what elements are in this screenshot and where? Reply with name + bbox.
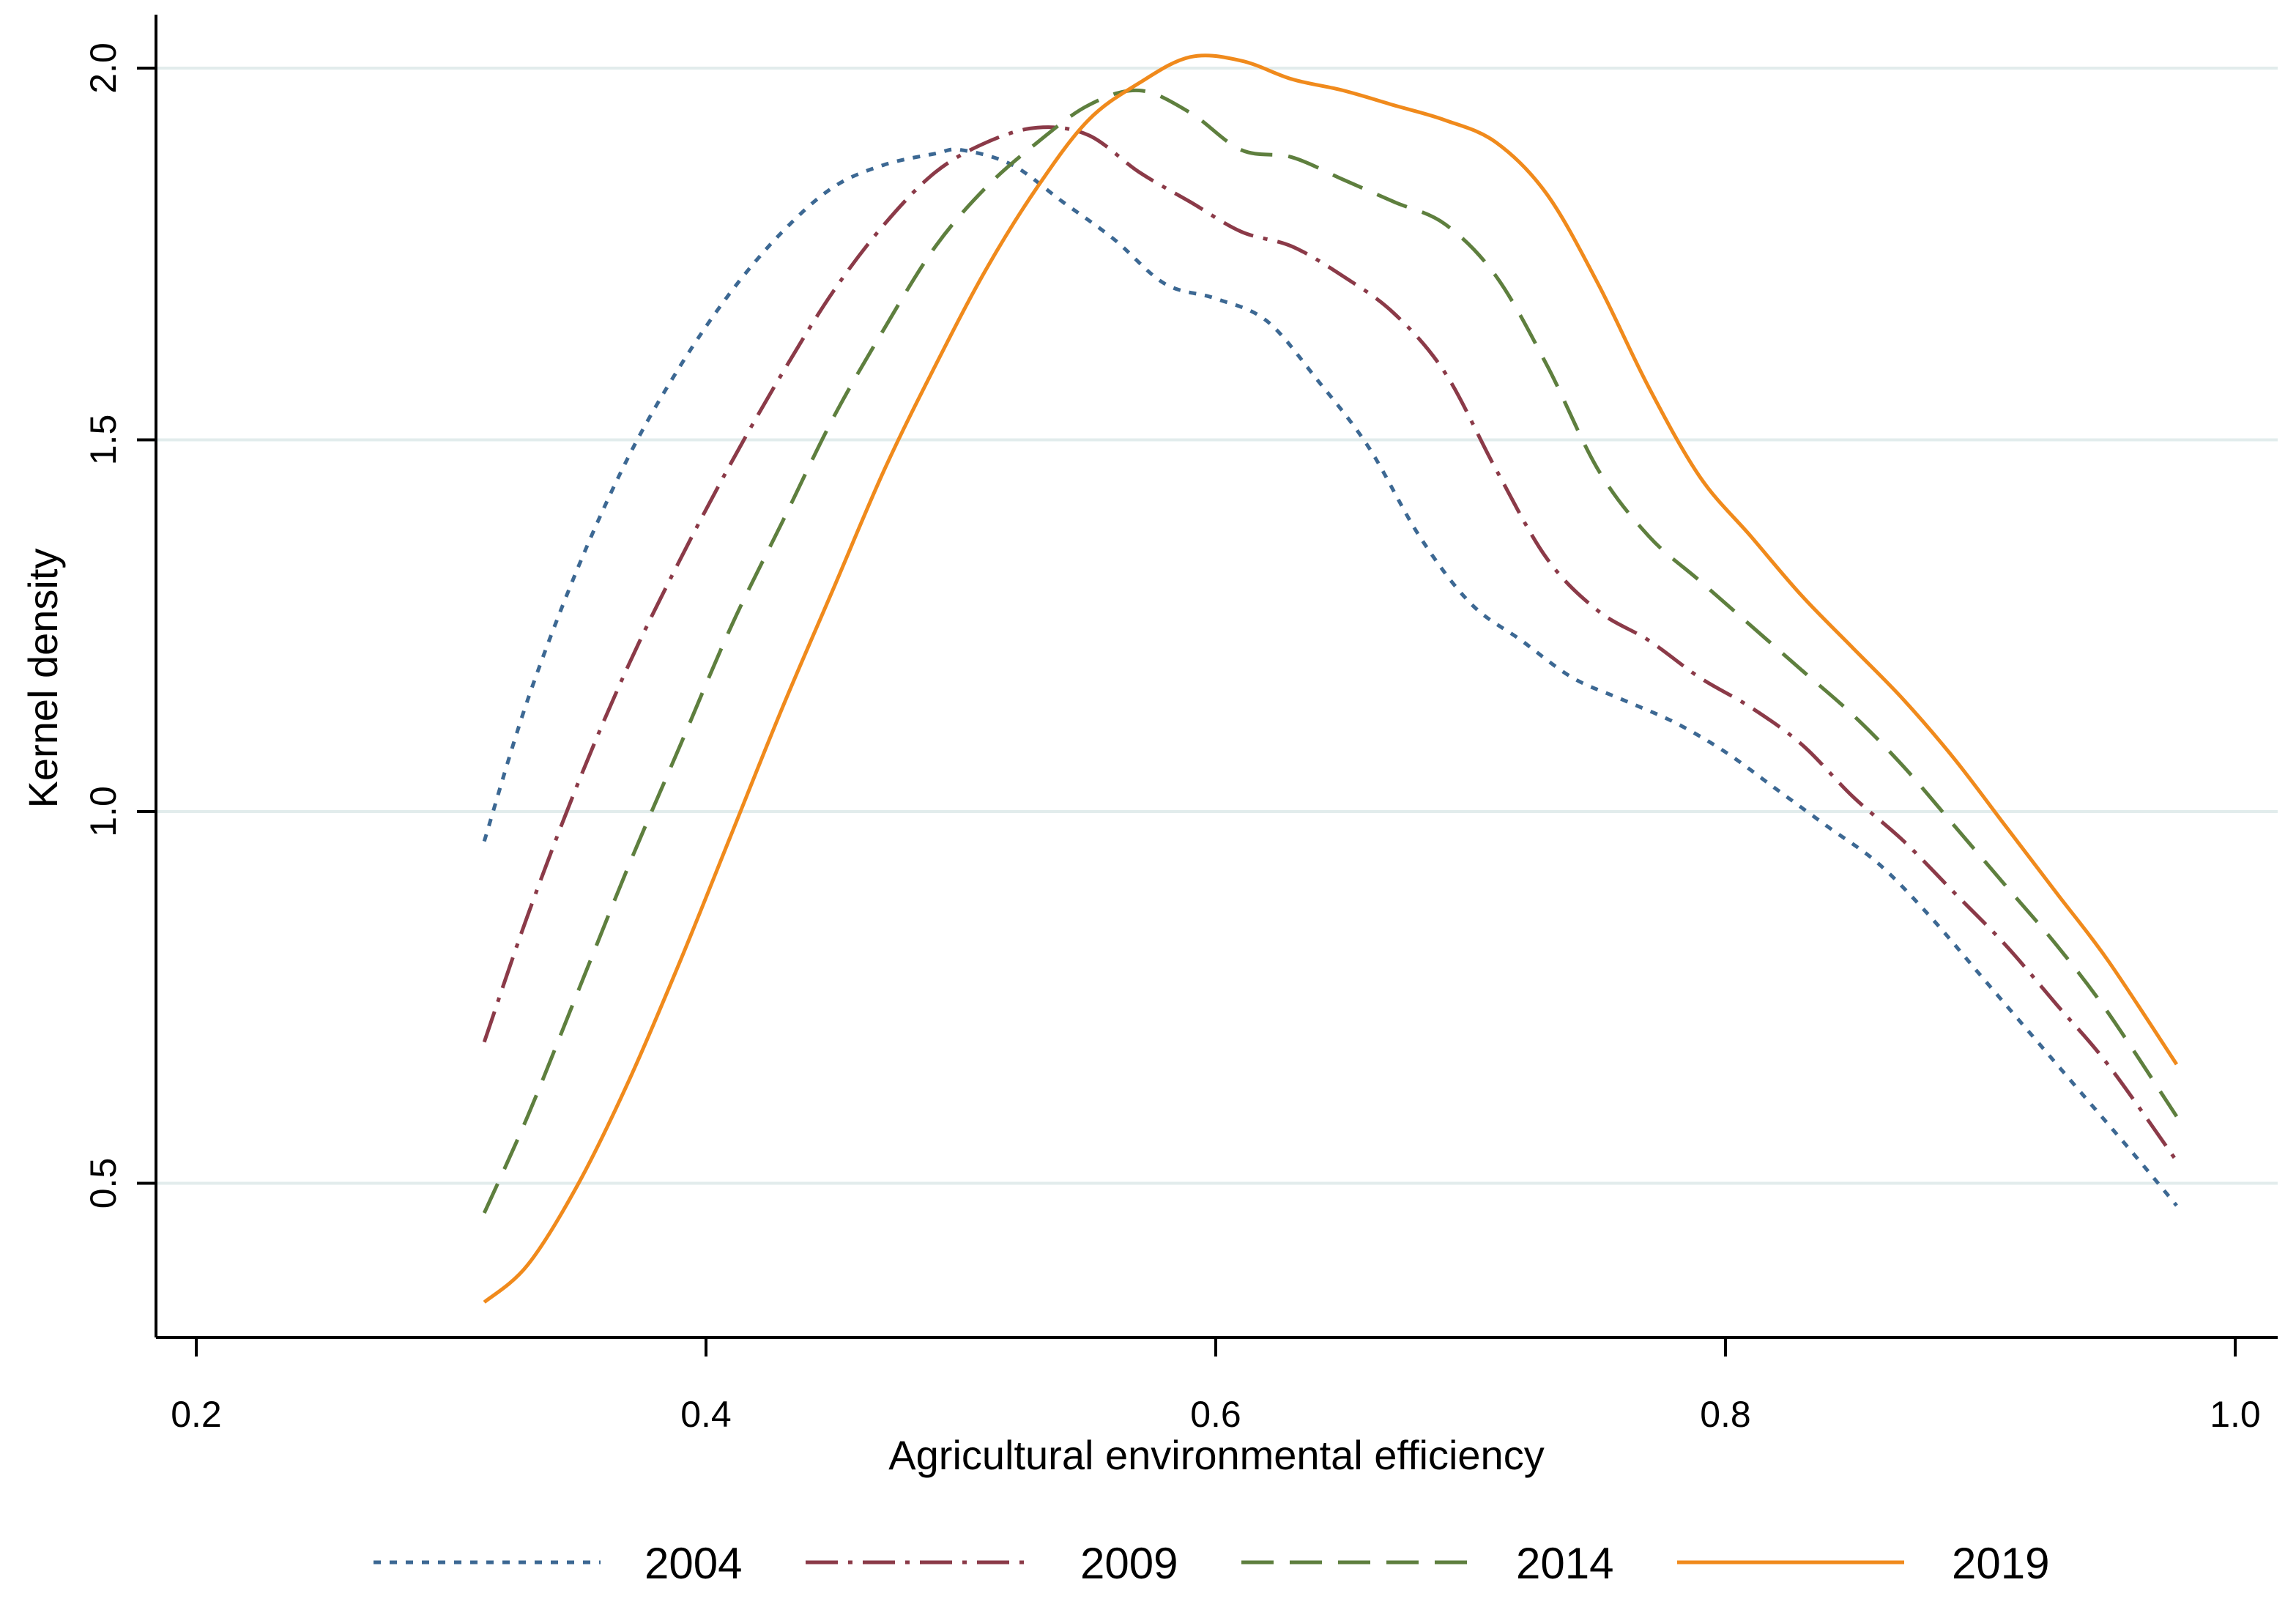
x-tick-label: 0.6 xyxy=(1190,1394,1241,1435)
grid-lines xyxy=(156,67,2278,1185)
axes xyxy=(155,15,2278,1339)
series-line-2019 xyxy=(483,53,2179,1304)
legend: 2004 2009 2014 2019 xyxy=(374,1539,2049,1588)
series-line-2004 xyxy=(482,147,2178,1207)
y-axis-title: Kernel density xyxy=(20,549,66,809)
legend-label-2004: 2004 xyxy=(644,1539,742,1588)
x-axis-title: Agricultural environmental efficiency xyxy=(888,1432,1544,1478)
series-lines xyxy=(482,53,2179,1304)
x-tick-label: 0.2 xyxy=(171,1394,222,1435)
legend-label-2014: 2014 xyxy=(1516,1539,1613,1588)
y-tick-label: 2.0 xyxy=(83,42,124,94)
series-line-2014 xyxy=(482,88,2179,1214)
x-tick-label: 1.0 xyxy=(2210,1394,2261,1435)
legend-label-2009: 2009 xyxy=(1080,1539,1178,1588)
x-tick-label: 0.8 xyxy=(1700,1394,1751,1435)
series-line-2009 xyxy=(482,125,2179,1162)
y-tick-label: 1.0 xyxy=(83,786,124,837)
y-tick-label: 1.5 xyxy=(83,415,124,466)
y-tick-label: 0.5 xyxy=(83,1158,124,1209)
x-tick-label: 0.4 xyxy=(680,1394,732,1435)
ticks: 0.5 1.0 1.5 2.0 0.2 0.4 0.6 0.8 1.0 xyxy=(83,42,2261,1435)
legend-label-2019: 2019 xyxy=(1952,1539,2049,1588)
